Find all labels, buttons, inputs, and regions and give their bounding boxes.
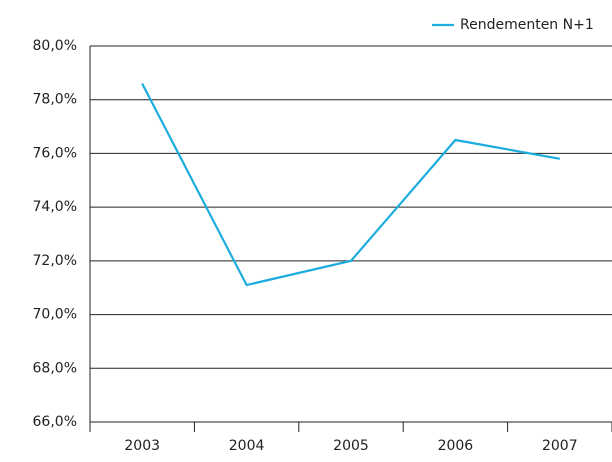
x-tick-label: 2004 [229, 438, 265, 454]
x-tick-label: 2006 [438, 438, 474, 454]
y-tick-label: 68,0% [33, 360, 77, 376]
x-tick-label: 2003 [124, 438, 160, 454]
y-tick-label: 72,0% [33, 253, 77, 269]
y-tick-label: 76,0% [33, 145, 77, 161]
x-tick-label: 2007 [542, 438, 578, 454]
y-tick-label: 66,0% [33, 414, 77, 430]
y-tick-label: 74,0% [33, 199, 77, 215]
legend-label: Rendementen N+1 [460, 17, 594, 33]
data-line [141, 83, 560, 287]
x-tick-label: 2005 [333, 438, 369, 454]
y-tick-label: 78,0% [33, 92, 77, 108]
y-tick-label: 80,0% [33, 38, 77, 54]
y-tick-label: 70,0% [33, 307, 77, 323]
